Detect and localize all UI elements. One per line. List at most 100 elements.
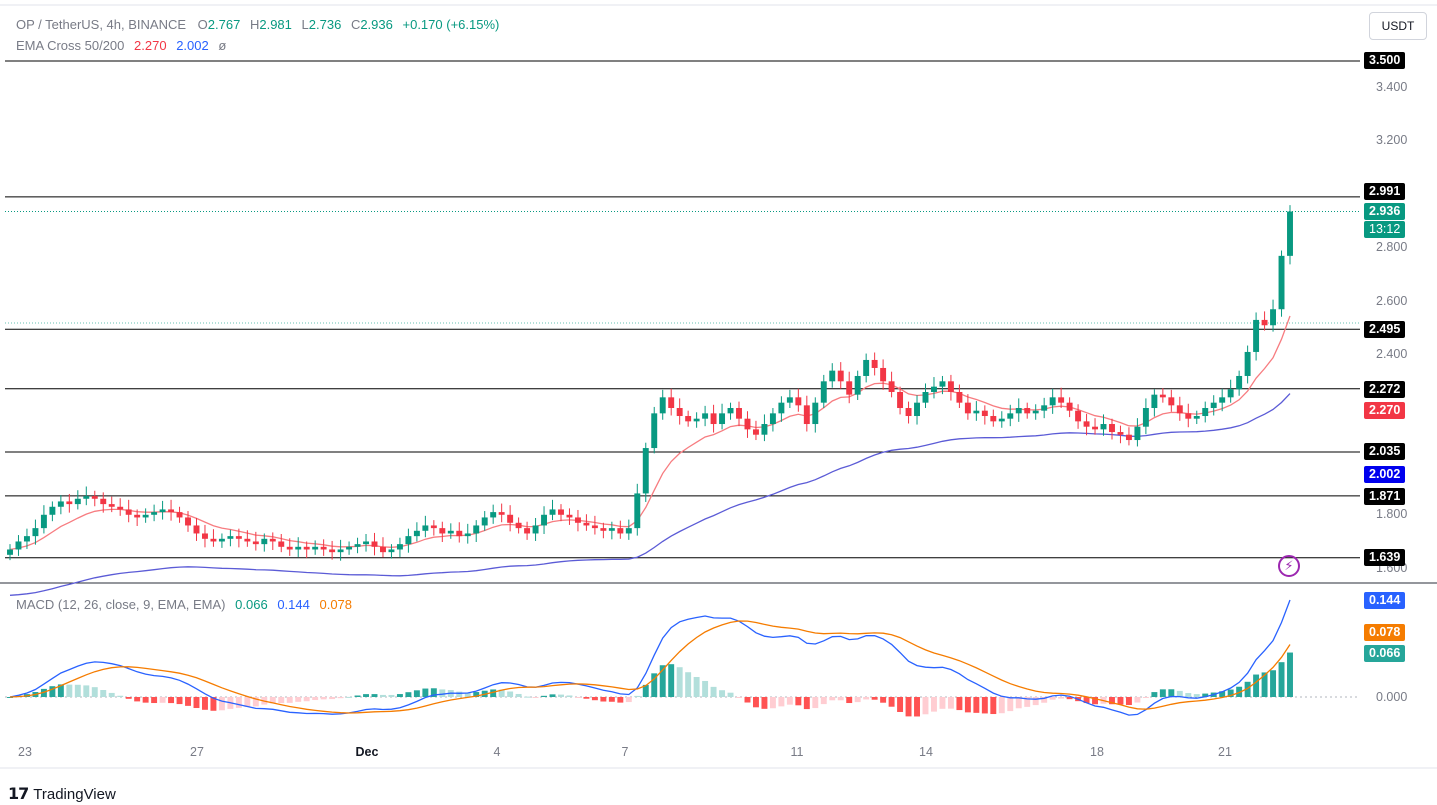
level-tag[interactable]: 1.639 — [1364, 549, 1406, 566]
open-value: 2.767 — [207, 17, 241, 32]
macd-histogram-bar — [617, 697, 624, 703]
candle-body — [668, 397, 675, 409]
macd-histogram-bar — [846, 697, 853, 704]
high-value: 2.981 — [259, 17, 292, 32]
macd-histogram-bar — [1202, 693, 1209, 697]
level-tag[interactable]: 2.272 — [1364, 381, 1406, 398]
macd-histogram-bar — [168, 697, 175, 704]
symbol-legend: OP / TetherUS, 4h, BINANCE O2.767 H2.981… — [16, 17, 499, 32]
candle-body — [74, 498, 81, 505]
candle-body — [693, 418, 700, 422]
macd-histogram-bar — [1083, 697, 1090, 704]
candle-body — [515, 522, 522, 529]
macd-histogram-bar — [1185, 693, 1192, 697]
macd-histogram-bar — [125, 697, 132, 699]
macd-histogram-bar — [608, 697, 615, 702]
candle-body — [32, 528, 39, 537]
candle-body — [795, 397, 802, 406]
ema50-line — [9, 315, 1291, 551]
macd-histogram-bar — [786, 697, 793, 705]
candle-body — [1253, 319, 1260, 352]
tradingview-logo[interactable]: 𝟭𝟳 TradingView — [8, 784, 116, 804]
candle-body — [752, 429, 759, 435]
macd-histogram-bar — [7, 697, 13, 698]
lightning-icon[interactable]: ⚡ — [1278, 555, 1300, 577]
macd-hist-value: 0.066 — [235, 597, 268, 612]
candle-body — [142, 514, 149, 518]
ema-legend[interactable]: EMA Cross 50/200 2.270 2.002 ø — [16, 38, 226, 53]
candle-body — [574, 517, 581, 523]
candle-body — [371, 541, 378, 547]
macd-histogram-bar — [57, 684, 64, 697]
candle-body — [1270, 309, 1277, 326]
macd-histogram-bar — [956, 697, 963, 711]
candle-body — [1015, 408, 1022, 414]
macd-histogram-bar — [634, 695, 641, 697]
candle-body — [947, 381, 954, 392]
candle-body — [600, 528, 607, 531]
candle-body — [736, 408, 742, 419]
candle-body — [922, 391, 929, 403]
macd-histogram-bar — [1024, 697, 1031, 707]
macd-histogram-bar — [354, 695, 361, 697]
candle-body — [1185, 413, 1192, 419]
candle-body — [905, 408, 912, 417]
candle-body — [168, 509, 175, 513]
macd-histogram-bar — [736, 697, 742, 698]
candle-body — [1092, 426, 1098, 430]
candle-body — [23, 536, 30, 542]
candle-body — [973, 410, 980, 414]
level-tag[interactable]: 1.871 — [1364, 488, 1406, 505]
macd-legend[interactable]: MACD (12, 26, close, 9, EMA, EMA) 0.066 … — [16, 597, 352, 612]
macd-signal-value: 0.078 — [319, 597, 353, 612]
candle-body — [914, 402, 920, 417]
macd-histogram-bar — [83, 685, 90, 697]
macd-histogram-bar — [244, 697, 251, 708]
candle-body — [346, 546, 353, 550]
macd-histogram-bar — [651, 673, 658, 697]
level-tag[interactable]: 2.991 — [1364, 183, 1406, 200]
candle-body — [761, 424, 768, 435]
low-value: 2.736 — [308, 17, 342, 32]
candle-body — [329, 549, 336, 553]
currency-button[interactable]: USDT — [1369, 12, 1427, 40]
candle-body — [888, 381, 895, 392]
macd-histogram-bar — [761, 697, 768, 709]
macd-histogram-bar — [829, 697, 836, 701]
macd-hist-tag: 0.066 — [1364, 645, 1406, 662]
candle-body — [1125, 434, 1132, 441]
candle-body — [388, 549, 395, 553]
macd-histogram-bar — [1176, 690, 1183, 697]
macd-histogram-bar — [329, 697, 336, 700]
macd-histogram-bar — [1244, 681, 1251, 697]
level-tag[interactable]: 3.500 — [1364, 52, 1406, 69]
macd-histogram-bar — [278, 697, 285, 704]
macd-histogram-bar — [871, 697, 878, 700]
candle-body — [1176, 405, 1183, 414]
candle-body — [447, 530, 454, 534]
candle-body — [396, 544, 403, 550]
candle-body — [40, 514, 47, 529]
change-value: +0.170 (+6.15%) — [402, 17, 500, 32]
level-tag[interactable]: 2.495 — [1364, 321, 1406, 338]
candle-body — [413, 530, 420, 537]
macd-histogram-bar — [252, 697, 259, 707]
bar-countdown: 13:12 — [1364, 221, 1406, 238]
candle-body — [1100, 424, 1107, 430]
macd-histogram-bar — [888, 697, 895, 707]
y-tick: 3.200 — [1376, 133, 1408, 147]
level-tag[interactable]: 2.035 — [1364, 443, 1406, 460]
candle-body — [659, 397, 666, 414]
candle-body — [710, 413, 717, 425]
candle-body — [354, 544, 361, 547]
macd-signal-tag: 0.078 — [1364, 624, 1406, 641]
candle-body — [1109, 424, 1115, 433]
macd-histogram-bar — [854, 697, 861, 703]
macd-histogram-bar — [396, 694, 403, 697]
macd-histogram-bar — [1007, 697, 1014, 712]
candle-body — [210, 538, 217, 542]
x-tick: 21 — [1218, 745, 1232, 759]
candle-body — [769, 413, 776, 425]
macd-histogram-bar — [269, 697, 276, 704]
